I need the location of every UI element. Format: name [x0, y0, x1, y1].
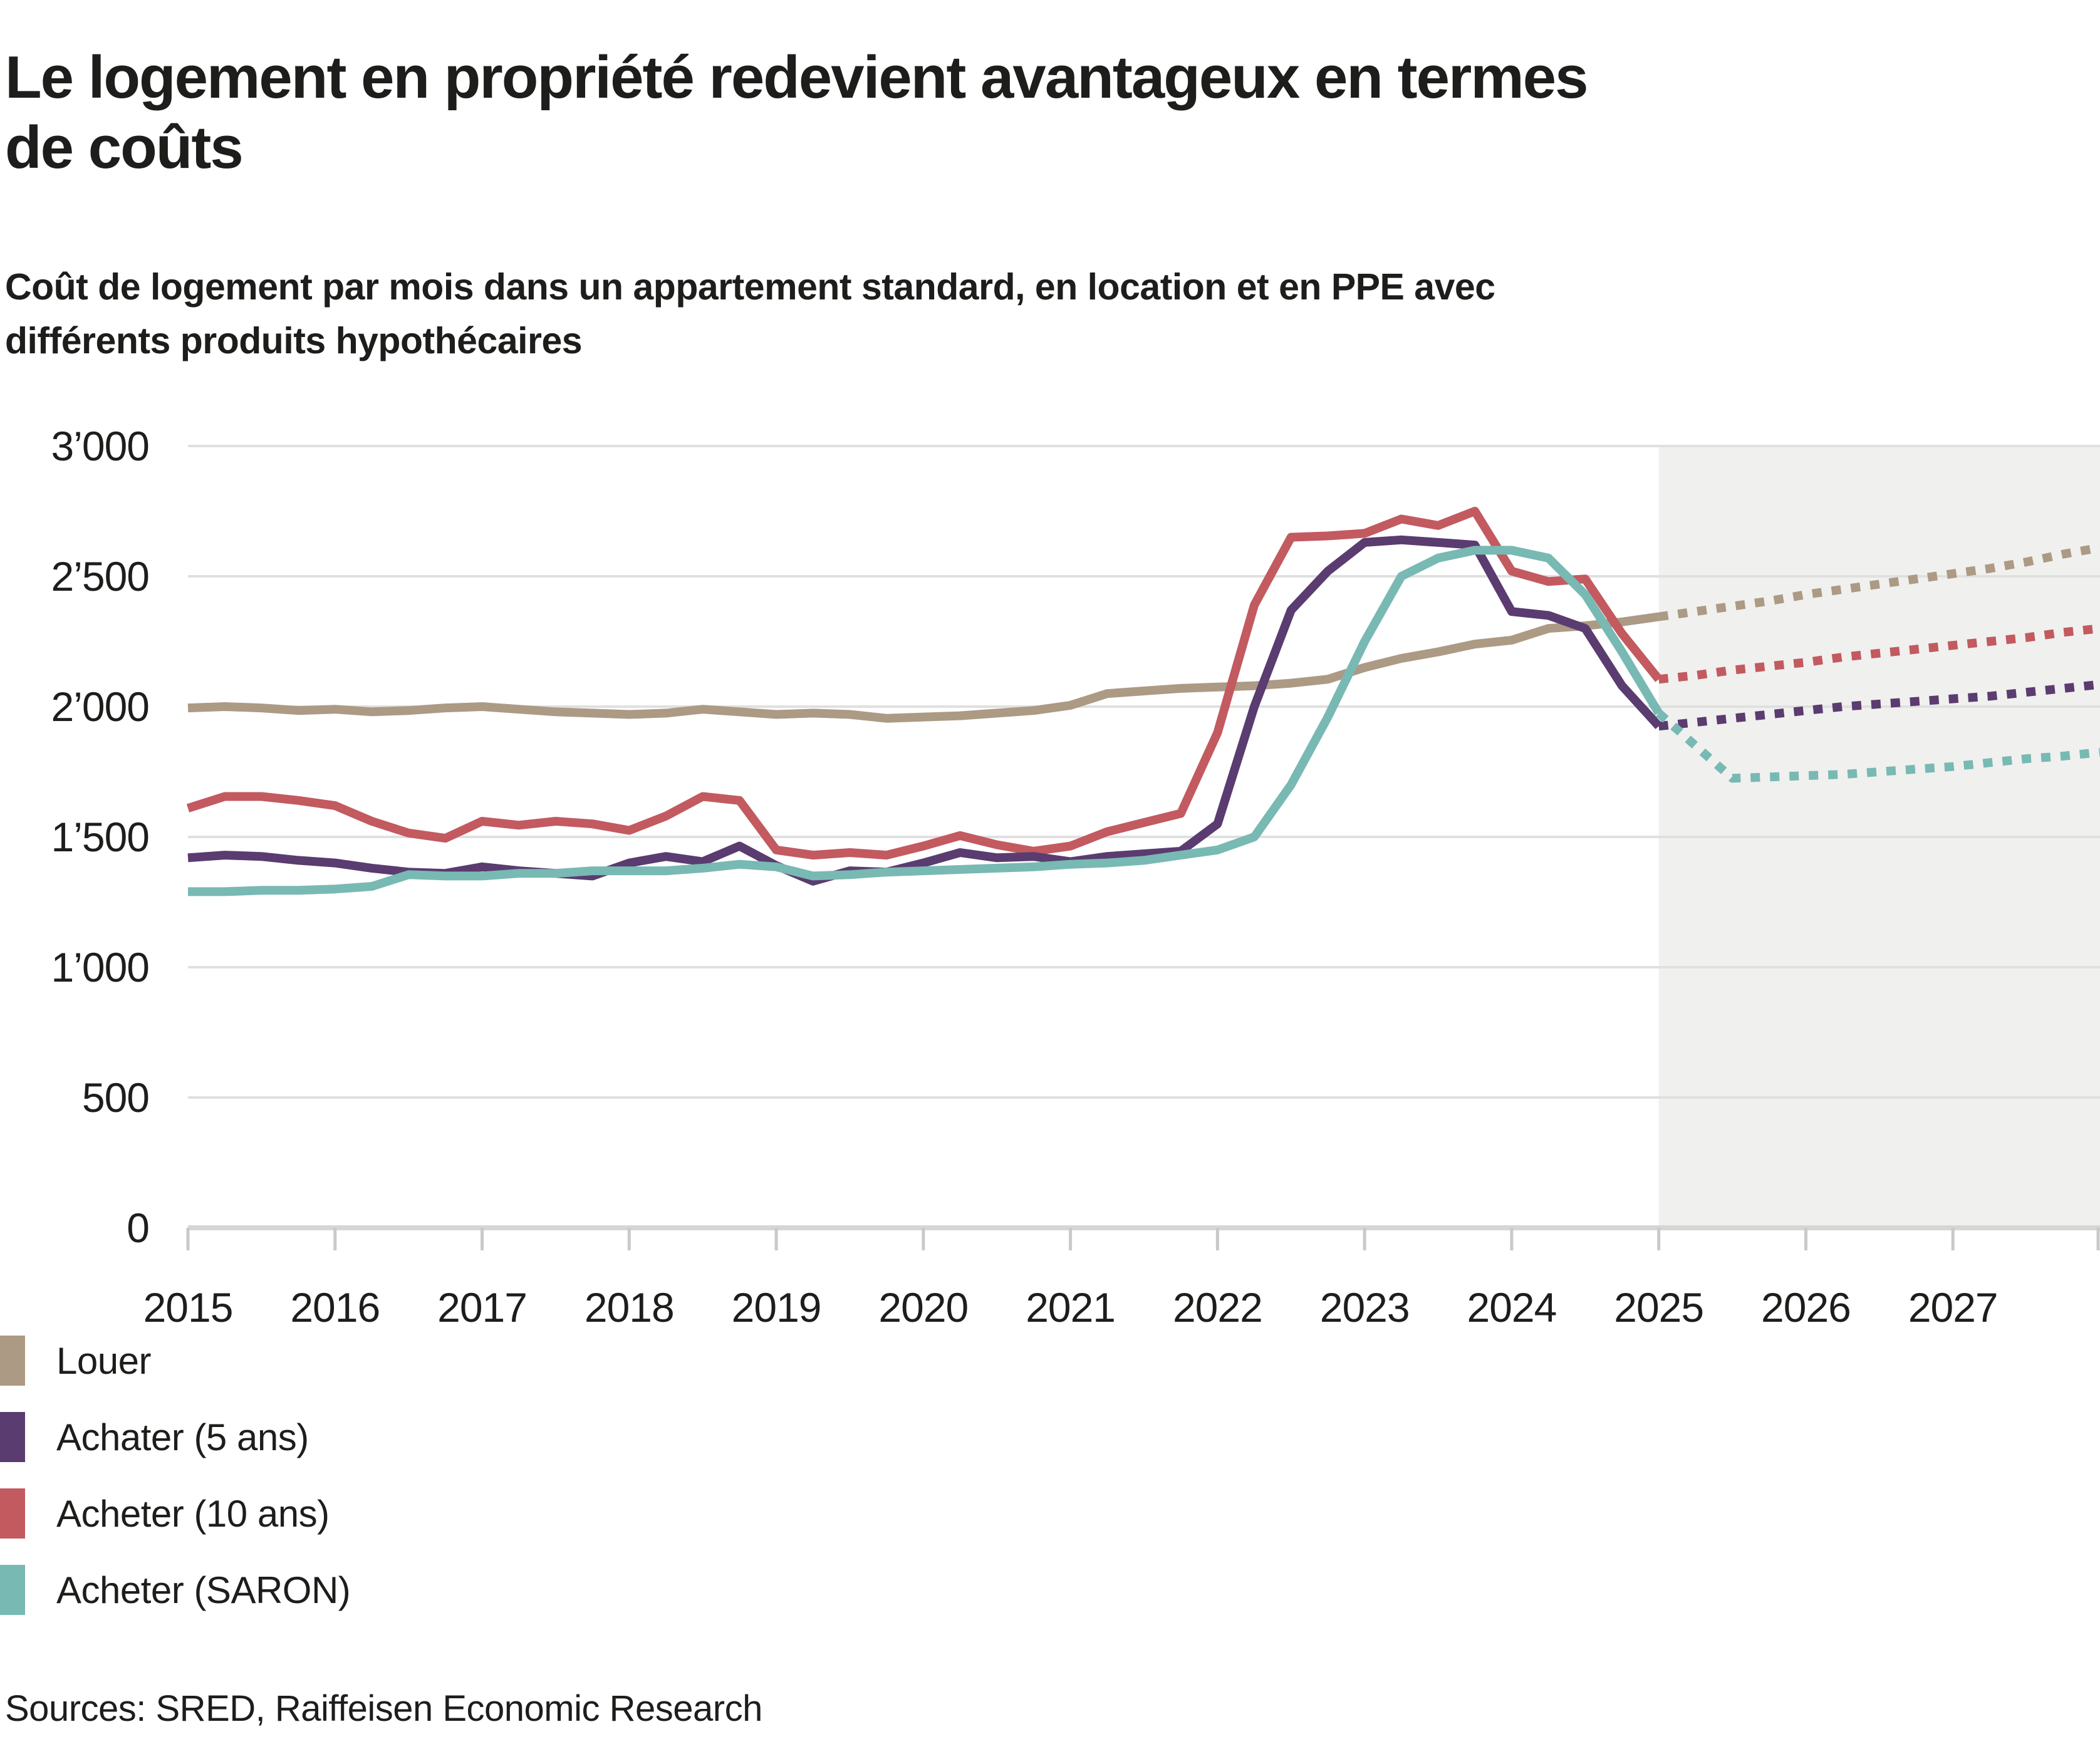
- x-tick-label-2016: 2016: [290, 1284, 380, 1331]
- series-achater-5-ans-forecast: [1658, 680, 2100, 731]
- y-tick-label-2000: 2’000: [51, 683, 150, 730]
- y-tick-label-500: 500: [82, 1074, 149, 1121]
- legend-swatch-louer: [0, 1336, 25, 1386]
- y-tick-label-1000: 1’000: [51, 944, 150, 990]
- x-tick-label-2019: 2019: [732, 1284, 821, 1331]
- series-acheter-10-ans-history: [186, 507, 1663, 860]
- legend-swatch-acheter-saron: [0, 1565, 25, 1615]
- x-tick-label-2020: 2020: [878, 1284, 968, 1331]
- legend-label-acheter-10-ans: Acheter (10 ans): [56, 1492, 330, 1535]
- cost-line-chart: 2015 2016 2017 2018 2019 2020 2021 2022 2023 2024…: [0, 390, 2100, 1354]
- legend-label-achater-5-ans: Achater (5 ans): [56, 1416, 309, 1458]
- legend-item-achater-5-ans: Achater (5 ans): [0, 1412, 350, 1462]
- legend-label-acheter-saron: Acheter (SARON): [56, 1569, 351, 1611]
- page-title: Le logement en propriété redevient avant…: [5, 43, 2010, 182]
- series-acheter-saron-forecast: [1656, 710, 2100, 783]
- legend-label-louer: Louer: [56, 1339, 151, 1382]
- y-tick-label-0: 0: [127, 1205, 149, 1251]
- legend-item-acheter-saron: Acheter (SARON): [0, 1565, 351, 1615]
- x-tick-label-2025: 2025: [1614, 1284, 1703, 1331]
- x-tick-label-2023: 2023: [1320, 1284, 1410, 1331]
- legend-item-louer: Louer: [0, 1336, 350, 1386]
- y-tick-label-3000: 3’000: [51, 423, 150, 469]
- series-louer-history: [187, 612, 1660, 723]
- series-acheter-10-ans-forecast: [1658, 624, 2100, 684]
- source-note: Sources: SRED, Raiffeisen Economic Resea…: [5, 1688, 762, 1729]
- x-tick-label-2021: 2021: [1026, 1284, 1115, 1331]
- series-louer-forecast: [1658, 543, 2100, 621]
- chart-subtitle-line1: Coût de logement par mois dans un appart…: [5, 266, 1495, 308]
- x-tick-label-2015: 2015: [143, 1284, 233, 1331]
- x-tick-label-2024: 2024: [1467, 1284, 1557, 1331]
- legend-item-acheter-10-ans: Acheter (10 ans): [0, 1488, 350, 1539]
- legend-swatch-achater-5-ans: [0, 1412, 25, 1462]
- y-tick-label-1500: 1’500: [51, 814, 150, 860]
- x-tick-label-2017: 2017: [437, 1284, 527, 1331]
- series-acheter-saron-history: [188, 546, 1663, 896]
- page-title-line2: de coûts: [5, 113, 244, 181]
- x-tick-label-2018: 2018: [585, 1284, 674, 1331]
- x-tick-label-2027: 2027: [1908, 1284, 1998, 1331]
- chart-subtitle: Coût de logement par mois dans un appart…: [5, 261, 2010, 368]
- chart-subtitle-line2: différents produits hypothécaires: [5, 319, 583, 361]
- x-tick-label-2022: 2022: [1173, 1284, 1262, 1331]
- legend: Louer Achater (5 ans) Acheter (10 ans) A…: [0, 1336, 351, 1641]
- chart-canvas: 2015 2016 2017 2018 2019 2020 2021 2022 2023 2024…: [51, 423, 2100, 1331]
- legend-swatch-acheter-10-ans: [0, 1488, 25, 1539]
- page-title-line1: Le logement en propriété redevient avant…: [5, 44, 1589, 112]
- x-tick-label-2026: 2026: [1761, 1284, 1851, 1331]
- y-tick-label-2500: 2’500: [51, 553, 150, 599]
